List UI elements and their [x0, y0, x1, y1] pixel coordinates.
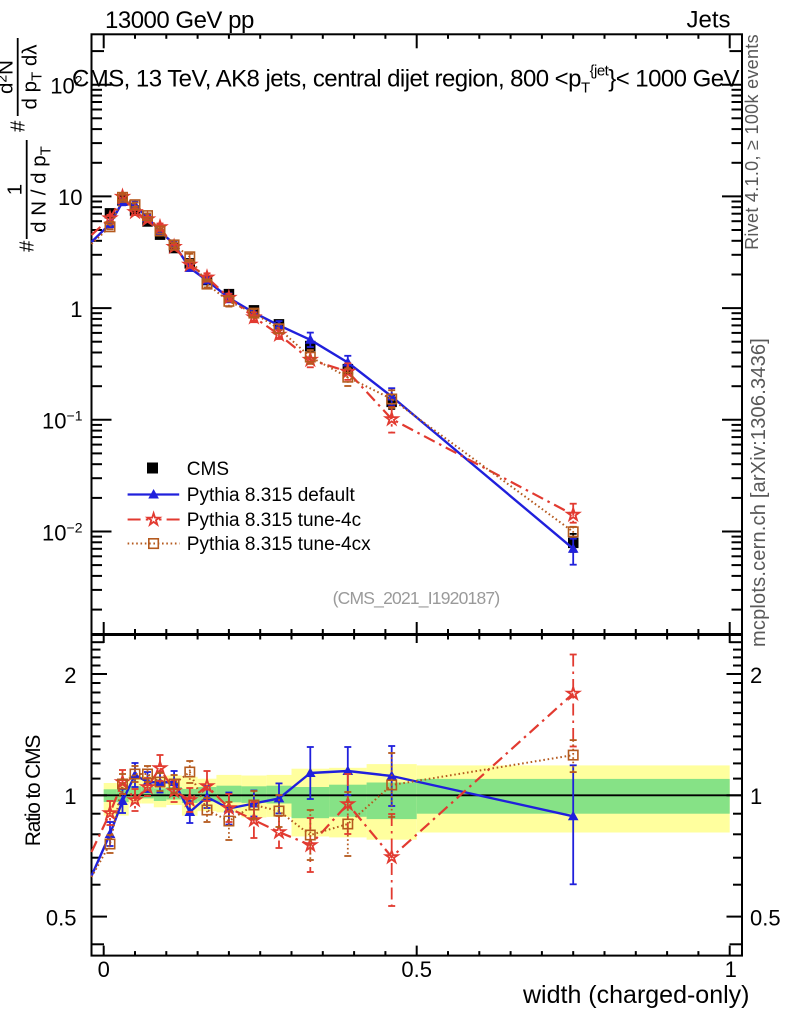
- svg-text:0: 0: [98, 957, 110, 982]
- svg-text:d2N: d2N: [0, 60, 18, 94]
- svg-text:0.5: 0.5: [46, 905, 77, 930]
- svg-text:1: 1: [725, 957, 737, 982]
- svg-text:2: 2: [750, 663, 762, 688]
- svg-text:1: 1: [750, 784, 762, 809]
- svg-text:10: 10: [58, 185, 82, 210]
- svg-text:mcplots.cern.ch [arXiv:1306.34: mcplots.cern.ch [arXiv:1306.3436]: [748, 338, 770, 647]
- svg-text:0.5: 0.5: [401, 957, 432, 982]
- svg-text:Pythia 8.315 default: Pythia 8.315 default: [187, 485, 356, 506]
- svg-text:(CMS_2021_I1920187): (CMS_2021_I1920187): [333, 588, 500, 609]
- svg-text:CMS, 13 TeV, AK8 jets, central: CMS, 13 TeV, AK8 jets, central dijet reg…: [72, 63, 740, 97]
- svg-text:d N / d pT: d N / d pT: [28, 146, 55, 233]
- svg-text:#: #: [7, 120, 30, 132]
- svg-text:1: 1: [70, 297, 82, 322]
- svg-text:#: #: [16, 240, 39, 252]
- svg-text:Rivet 4.1.0, ≥ 100k events: Rivet 4.1.0, ≥ 100k events: [742, 34, 762, 250]
- svg-text:Ratio to CMS: Ratio to CMS: [22, 735, 45, 847]
- svg-text:Pythia 8.315 tune-4c: Pythia 8.315 tune-4c: [187, 510, 361, 531]
- svg-text:2: 2: [64, 663, 76, 688]
- svg-text:13000 GeV pp: 13000 GeV pp: [105, 7, 254, 34]
- svg-text:1: 1: [64, 784, 76, 809]
- svg-text:Pythia 8.315 tune-4cx: Pythia 8.315 tune-4cx: [187, 534, 371, 555]
- svg-text:Jets: Jets: [686, 7, 730, 34]
- svg-text:width (charged-only): width (charged-only): [522, 981, 750, 1009]
- svg-text:0.5: 0.5: [750, 905, 781, 930]
- svg-text:CMS: CMS: [187, 459, 229, 480]
- svg-text:1: 1: [4, 184, 27, 195]
